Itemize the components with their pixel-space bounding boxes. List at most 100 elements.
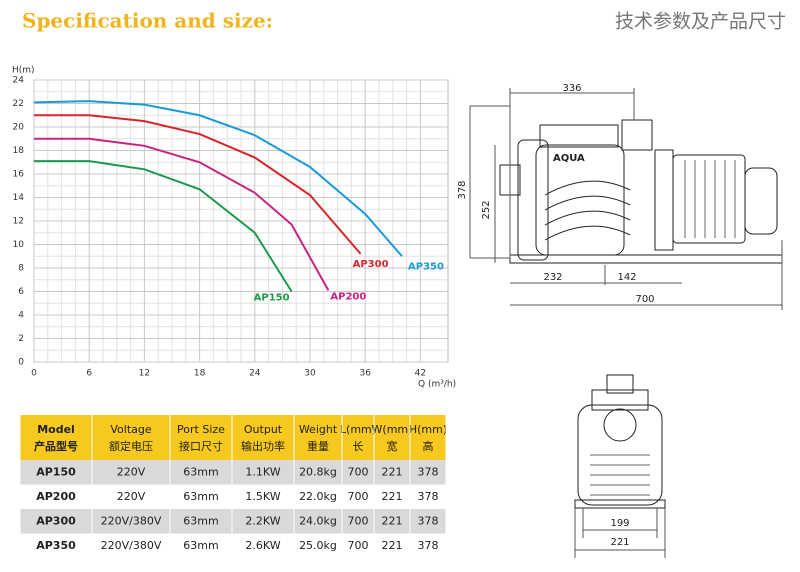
table-cell: 378 (418, 465, 439, 478)
table-cell: 2.2KW (245, 514, 280, 527)
table-header-cn: 重量 (307, 439, 329, 453)
table-header: Output (244, 423, 283, 436)
table-cell: 63mm (183, 539, 218, 552)
y-tick-label: 16 (13, 170, 25, 180)
table-cell: 220V (117, 490, 146, 503)
y-tick-label: 24 (13, 76, 25, 86)
y-axis-label: H(m) (12, 66, 35, 76)
front-view (574, 374, 666, 558)
title-cn: 技术参数及产品尺寸 (615, 11, 786, 33)
table-cell: 221 (382, 514, 403, 527)
dim-height: 378 (457, 180, 468, 199)
table-cell: 22.0kg (299, 490, 337, 503)
table-cell: 700 (348, 490, 369, 503)
table-cell: 221 (382, 539, 403, 552)
table-cell: 378 (418, 490, 439, 503)
x-tick-label: 0 (31, 369, 37, 379)
table-cell: 700 (348, 465, 369, 478)
dim-base-width: 199 (610, 518, 629, 529)
table-cell: 700 (348, 539, 369, 552)
y-tick-label: 6 (18, 287, 24, 297)
table-cell: 221 (382, 465, 403, 478)
x-tick-label: 18 (194, 369, 206, 379)
motor (672, 154, 746, 244)
table-cell: AP350 (36, 539, 76, 552)
lid (591, 389, 649, 411)
table-cell: AP200 (36, 490, 76, 503)
table-header-cn: 长 (353, 440, 364, 453)
series-label: AP150 (254, 293, 290, 304)
dim-top-width: 336 (562, 83, 581, 94)
table-header-cn: 额定电压 (109, 439, 153, 453)
x-tick-label: 6 (86, 369, 92, 379)
table-cell: 63mm (183, 465, 218, 478)
basket (517, 139, 549, 261)
dim-inner-height: 252 (481, 200, 492, 219)
table-cell: 1.5KW (245, 490, 280, 503)
table-cell: 220V/380V (101, 514, 162, 527)
table-cell: 63mm (183, 514, 218, 527)
table-cell: 2.6KW (245, 539, 280, 552)
fan-cover (744, 167, 778, 235)
lid (539, 124, 619, 148)
side-view (469, 88, 783, 310)
y-tick-label: 20 (13, 123, 25, 133)
inlet (603, 408, 637, 442)
outlet (606, 374, 634, 394)
table-header-bg (20, 415, 446, 460)
curve (33, 100, 403, 257)
table-row-bg (20, 533, 446, 558)
dim-base-right: 142 (617, 272, 636, 283)
table-cell: 221 (382, 490, 403, 503)
curve (34, 160, 293, 293)
x-tick-label: 30 (304, 369, 316, 379)
table-cell: 378 (418, 514, 439, 527)
series-label: AP300 (353, 259, 389, 270)
y-tick-label: 22 (13, 99, 24, 109)
table-row-bg (20, 460, 446, 485)
y-tick-label: 12 (13, 217, 24, 227)
y-tick-label: 4 (18, 311, 24, 321)
ribs (544, 180, 631, 241)
y-tick-label: 2 (18, 334, 24, 344)
table-row-bg (20, 509, 446, 534)
table-header-cn: 产品型号 (34, 439, 78, 453)
table-header: Port Size (177, 423, 225, 436)
motor-fins (684, 160, 736, 238)
table-header: Weight (299, 423, 338, 436)
title: Specification and size: (22, 9, 273, 33)
table-header: L(mm) (340, 423, 376, 436)
y-tick-label: 8 (18, 264, 24, 274)
curve (34, 137, 330, 291)
table-cell: 25.0kg (299, 539, 337, 552)
body (577, 404, 663, 506)
x-tick-label: 12 (139, 369, 150, 379)
curve (34, 114, 362, 255)
dim-width: 221 (610, 537, 629, 548)
x-tick-label: 36 (359, 369, 371, 379)
series-label: AP200 (330, 291, 366, 302)
y-tick-label: 0 (18, 358, 24, 368)
y-tick-label: 18 (13, 146, 25, 156)
table-header: H(mm) (409, 423, 447, 436)
table-cell: 24.0kg (299, 514, 337, 527)
base (509, 254, 783, 264)
table-header-cn: 输出功率 (241, 439, 285, 453)
table-header: Model (37, 423, 75, 436)
dim-length: 700 (635, 294, 654, 305)
table-cell: AP300 (36, 514, 76, 527)
x-tick-label: 24 (249, 369, 261, 379)
table-cell: 378 (418, 539, 439, 552)
outlet (621, 119, 653, 151)
table-cell: 1.1KW (245, 465, 280, 478)
base (574, 499, 666, 509)
table-header: W(mm) (372, 423, 413, 436)
y-tick-label: 10 (13, 240, 25, 250)
table-cell: 220V/380V (101, 539, 162, 552)
table-header-cn: 高 (423, 439, 434, 453)
table-cell: 700 (348, 514, 369, 527)
flange (654, 149, 674, 251)
table-row-bg (20, 484, 446, 509)
